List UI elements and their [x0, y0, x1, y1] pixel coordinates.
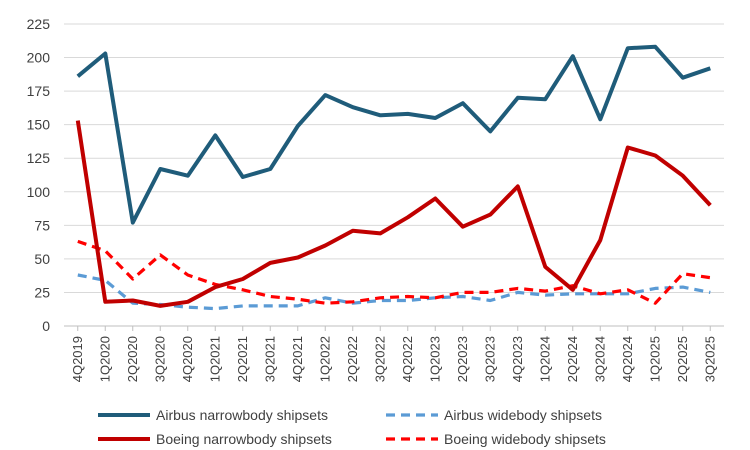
x-tick-label: 4Q2021 [290, 336, 305, 382]
series-lines [75, 44, 712, 311]
x-tick-label: 1Q2021 [207, 336, 222, 382]
legend-label: Airbus widebody shipsets [444, 407, 602, 423]
x-tick-label: 3Q2020 [152, 336, 167, 382]
x-tick-label: 1Q2024 [537, 336, 552, 382]
x-axis-ticks: 4Q2019 1Q2020 2Q2020 3Q2020 4Q2020 1Q2021 2Q20… [70, 326, 717, 382]
y-tick-label: 0 [42, 318, 50, 334]
x-tick-label: 1Q2023 [427, 336, 442, 382]
x-tick-label: 4Q2024 [620, 336, 635, 382]
x-tick-label: 3Q2024 [592, 336, 607, 382]
x-tick-label: 2Q2024 [565, 336, 580, 382]
x-tick-label: 3Q2025 [702, 336, 717, 382]
x-tick-label: 2Q2021 [235, 336, 250, 382]
series-line-boeing-widebody-shipsets [77, 239, 711, 305]
series-line-boeing-narrowbody-shipsets [75, 120, 712, 308]
x-tick-label: 4Q2020 [180, 336, 195, 382]
y-tick-label: 200 [27, 50, 51, 66]
y-tick-label: 75 [34, 217, 50, 233]
x-tick-label: 4Q2019 [70, 336, 85, 382]
y-tick-label: 150 [27, 117, 51, 133]
y-tick-label: 175 [27, 83, 51, 99]
x-tick-label: 3Q2022 [372, 336, 387, 382]
x-tick-label: 2Q2025 [675, 336, 690, 382]
y-tick-label: 225 [27, 16, 51, 32]
legend-label: Boeing narrowbody shipsets [156, 431, 332, 447]
legend-label: Airbus narrowbody shipsets [156, 407, 328, 423]
legend: Airbus narrowbody shipsets Airbus widebod… [98, 407, 606, 447]
y-tick-label: 50 [34, 251, 50, 267]
x-tick-label: 4Q2023 [510, 336, 525, 382]
x-tick-label: 2Q2023 [455, 336, 470, 382]
series-line-airbus-narrowbody-shipsets [76, 44, 711, 225]
y-axis-ticks: 0 25 50 75 100 125 150 175 200 225 [27, 16, 51, 334]
legend-label: Boeing widebody shipsets [444, 431, 606, 447]
y-tick-label: 125 [27, 150, 51, 166]
x-tick-label: 1Q2025 [647, 336, 662, 382]
x-tick-label: 2Q2022 [345, 336, 360, 382]
x-tick-label: 4Q2022 [400, 336, 415, 382]
x-tick-label: 1Q2020 [97, 336, 112, 382]
gridlines [64, 23, 724, 327]
x-tick-label: 3Q2023 [482, 336, 497, 382]
y-tick-label: 100 [27, 184, 51, 200]
x-tick-label: 2Q2020 [125, 336, 140, 382]
y-tick-label: 25 [34, 284, 50, 300]
x-tick-label: 3Q2021 [262, 336, 277, 382]
x-tick-label: 1Q2022 [317, 336, 332, 382]
